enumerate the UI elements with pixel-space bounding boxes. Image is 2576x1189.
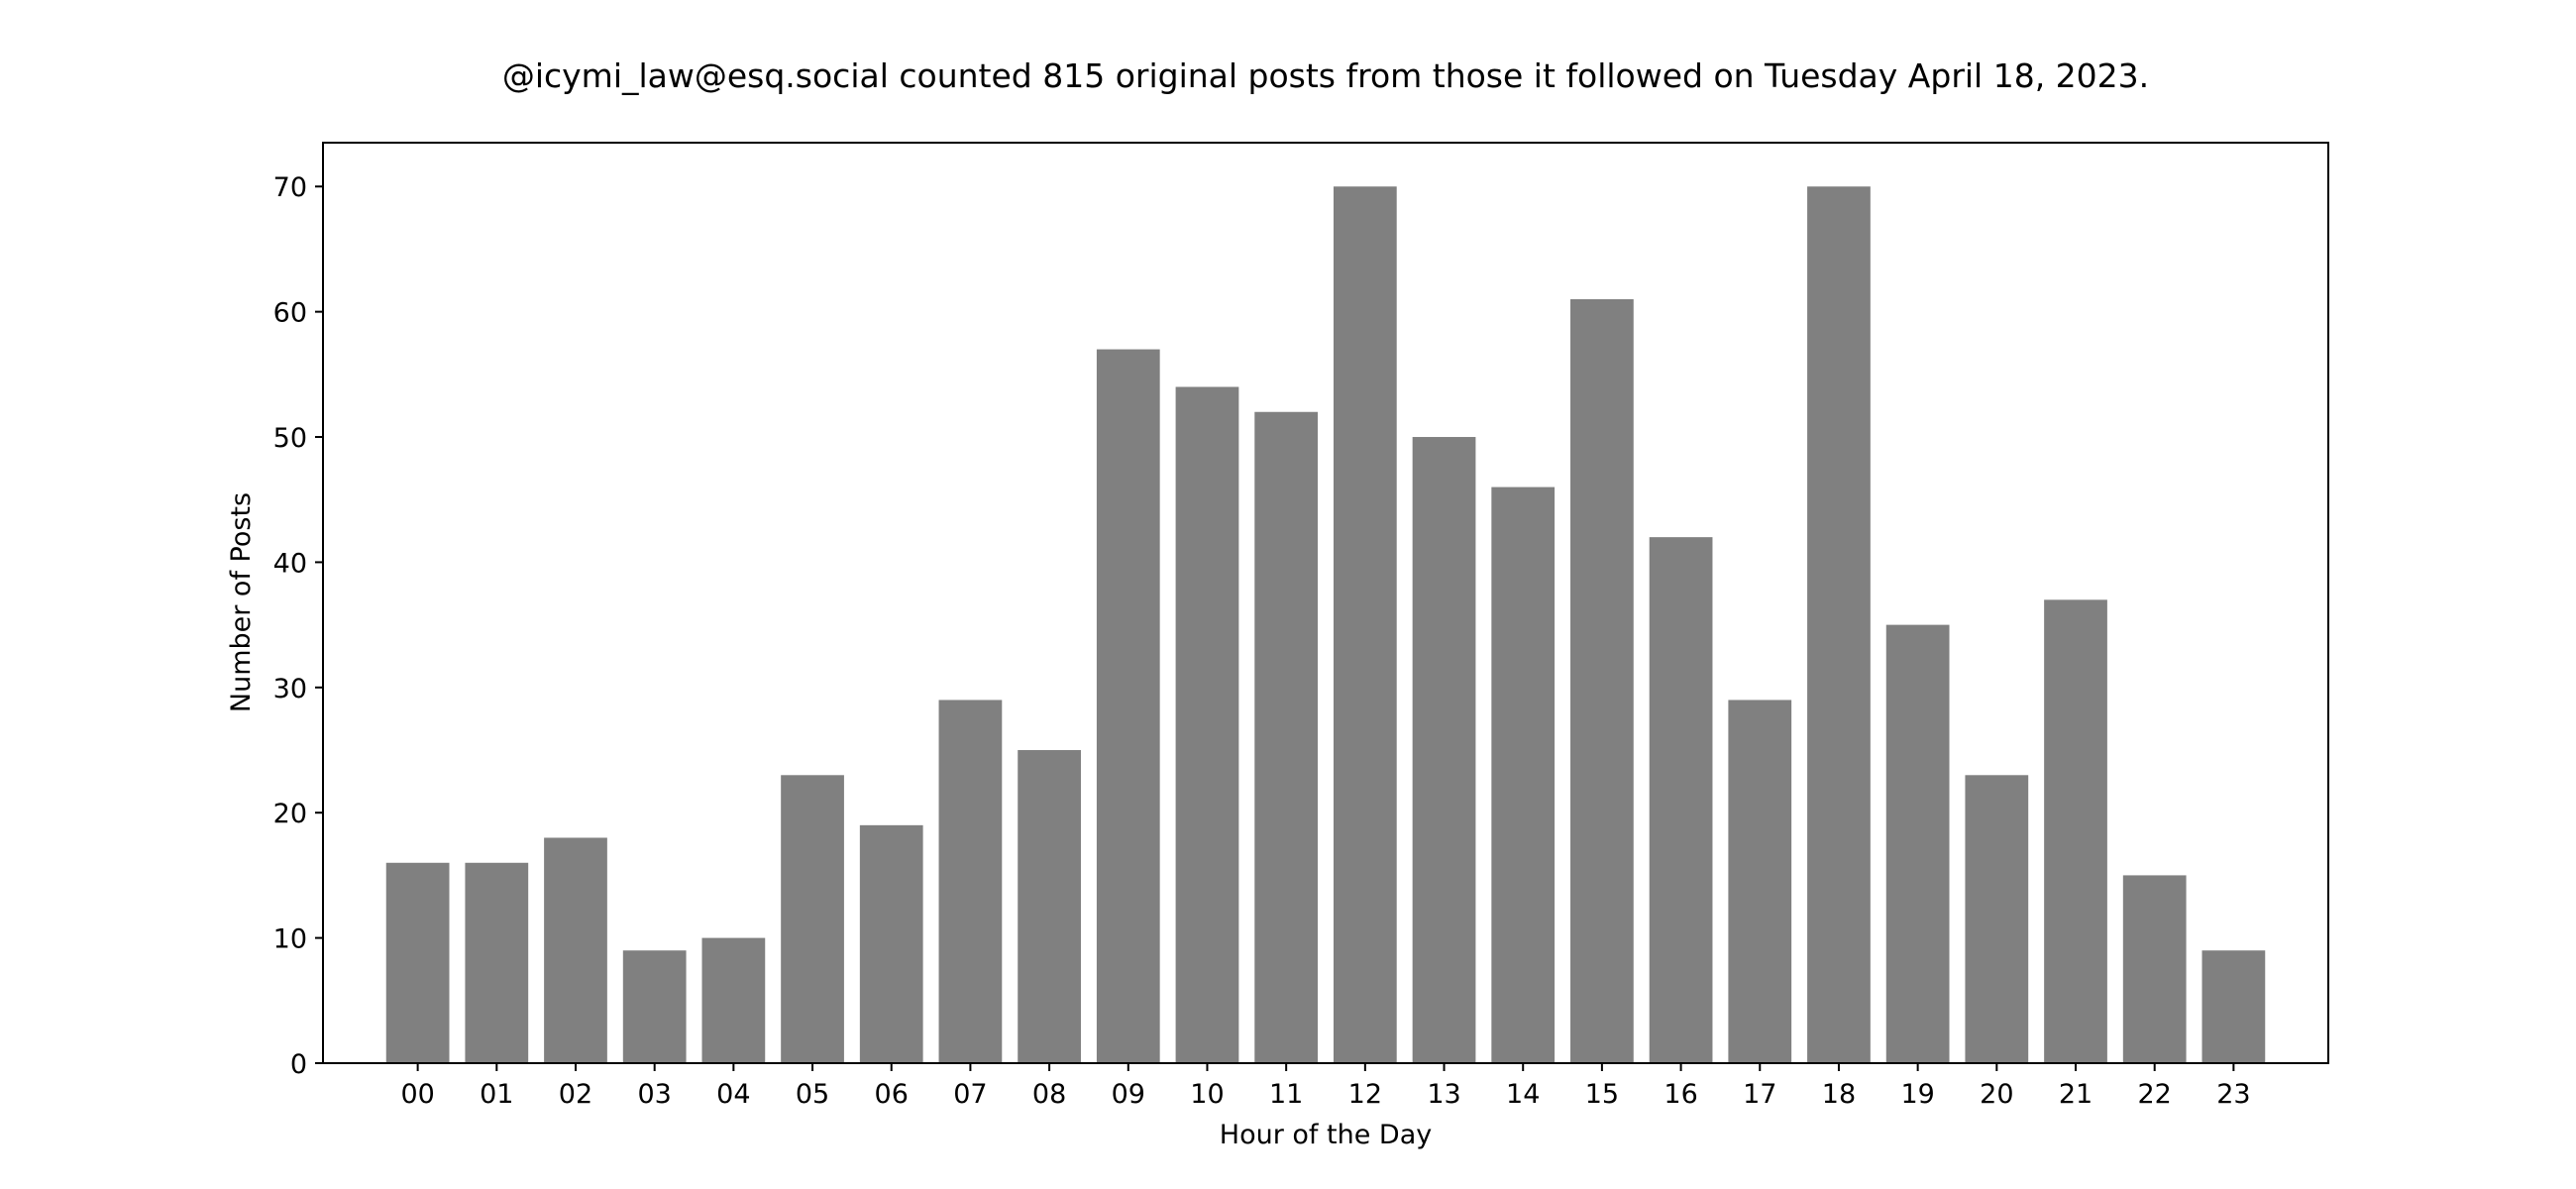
x-axis-ticks: 00 01 02 03 04 05 06 07 08 09 10 11 12 13 14 15 16 17 18 19… — [400, 1063, 2251, 1110]
bar-20 — [1965, 775, 2029, 1063]
plot-area-frame — [322, 142, 2329, 1064]
bar-15 — [1570, 298, 1634, 1064]
y-tick-label: 30 — [273, 674, 307, 704]
bar-21 — [2044, 599, 2107, 1063]
x-tick-label: 14 — [1506, 1079, 1540, 1110]
x-tick-label: 02 — [559, 1079, 592, 1110]
x-tick-label: 15 — [1585, 1079, 1619, 1110]
y-tick-label: 50 — [273, 423, 307, 454]
x-tick-label: 08 — [1032, 1079, 1066, 1110]
y-tick-label: 60 — [273, 298, 307, 329]
bar-13 — [1412, 437, 1476, 1063]
bar-05 — [781, 775, 844, 1063]
bar-06 — [859, 824, 923, 1063]
x-tick-label: 06 — [875, 1079, 909, 1110]
x-tick-label: 00 — [400, 1079, 434, 1110]
x-tick-label: 10 — [1190, 1079, 1224, 1110]
x-tick-label: 19 — [1900, 1079, 1934, 1110]
bar-03 — [622, 950, 687, 1063]
bar-19 — [1885, 624, 1950, 1063]
x-tick-label: 17 — [1743, 1079, 1776, 1110]
x-axis-label: Hour of the Day — [1220, 1120, 1432, 1150]
bar-07 — [938, 700, 1003, 1063]
x-tick-label: 12 — [1348, 1079, 1382, 1110]
y-tick-label: 10 — [273, 924, 307, 955]
bar-23 — [2201, 950, 2266, 1063]
x-tick-label: 11 — [1269, 1079, 1303, 1110]
y-tick-label: 0 — [290, 1049, 307, 1080]
bar-00 — [385, 862, 450, 1063]
x-tick-label: 22 — [2138, 1079, 2172, 1110]
bar-11 — [1254, 411, 1319, 1063]
bar-14 — [1491, 486, 1556, 1063]
x-tick-label: 23 — [2216, 1079, 2250, 1110]
y-axis-ticks: 0 10 20 30 40 50 60 70 — [273, 172, 323, 1080]
y-tick-label: 20 — [273, 799, 307, 829]
x-tick-label: 21 — [2059, 1079, 2093, 1110]
x-tick-label: 04 — [716, 1079, 750, 1110]
x-tick-label: 20 — [1980, 1079, 2013, 1110]
chart-title: @icymi_law@esq.social counted 815 origin… — [502, 56, 2149, 95]
bar-09 — [1096, 349, 1160, 1063]
y-axis-label: Number of Posts — [226, 492, 257, 712]
x-tick-label: 07 — [953, 1079, 987, 1110]
x-tick-label: 01 — [480, 1079, 513, 1110]
bar-17 — [1728, 700, 1792, 1063]
x-tick-label: 18 — [1822, 1079, 1856, 1110]
bar-02 — [544, 837, 607, 1063]
bar-16 — [1649, 537, 1713, 1063]
y-tick-label: 40 — [273, 548, 307, 579]
x-tick-label: 13 — [1427, 1079, 1460, 1110]
bar-18 — [1807, 186, 1871, 1063]
x-tick-label: 05 — [796, 1079, 829, 1110]
bar-12 — [1333, 186, 1397, 1063]
bar-22 — [2122, 875, 2187, 1063]
x-tick-label: 16 — [1664, 1079, 1697, 1110]
bar-10 — [1175, 386, 1239, 1064]
x-tick-label: 03 — [637, 1079, 671, 1110]
bar-04 — [701, 937, 766, 1063]
bar-01 — [465, 862, 529, 1063]
bars-group — [385, 186, 2266, 1064]
y-tick-label: 70 — [273, 172, 307, 203]
bar-08 — [1018, 750, 1081, 1063]
x-tick-label: 09 — [1112, 1079, 1145, 1110]
